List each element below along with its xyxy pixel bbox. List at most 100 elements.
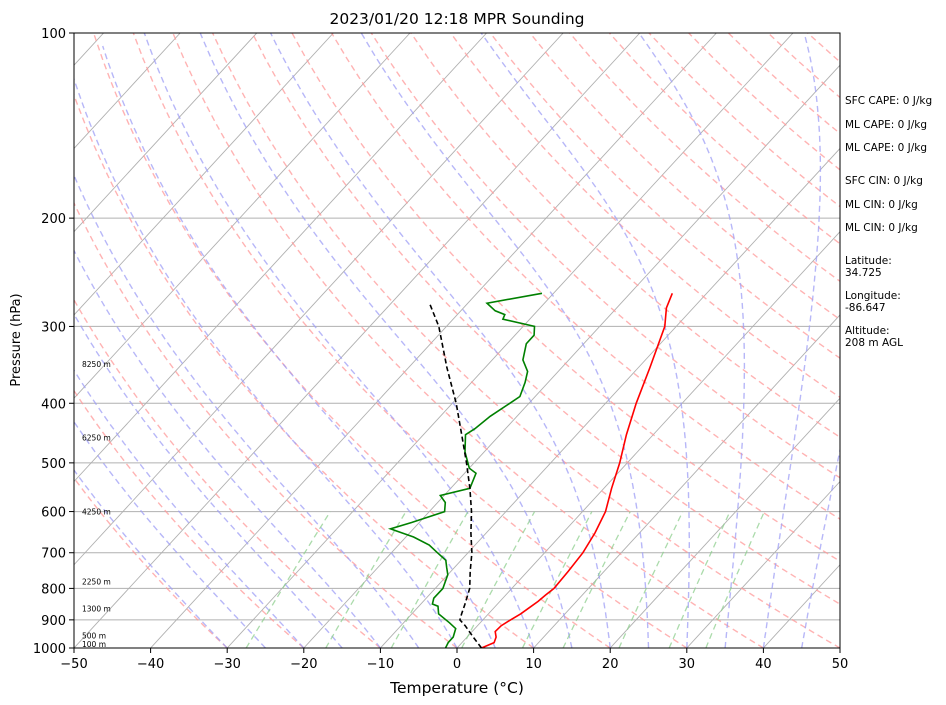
x-tick-label: 20	[602, 657, 619, 672]
altitude-label: 500 m	[82, 632, 106, 641]
dry-adiabat-line	[211, 33, 840, 648]
longitude-value: -86.647	[845, 302, 886, 314]
moist-adiabat-line	[801, 446, 840, 648]
x-tick-label: 50	[832, 657, 849, 672]
ml-cin-label: ML CIN: 0 J/kg	[845, 199, 918, 211]
x-tick-label: 40	[755, 657, 772, 672]
ml-cape-label: ML CAPE: 0 J/kg	[845, 119, 927, 131]
x-axis-label: Temperature (°C)	[389, 679, 524, 697]
x-tick-label: 10	[525, 657, 542, 672]
ml-cin-label-2: ML CIN: 0 J/kg	[845, 222, 918, 234]
moist-adiabat-line	[199, 33, 573, 648]
altitude-label: 100 m	[82, 640, 106, 649]
mixing-ratio-line	[461, 511, 536, 648]
mixing-ratio-line	[245, 511, 331, 648]
mixing-ratio-line	[668, 511, 731, 648]
plot-area	[74, 33, 840, 648]
isotherm-line	[226, 33, 794, 648]
moist-adiabat-line	[74, 468, 228, 648]
dry-adiabat-line	[74, 476, 228, 648]
altitude-label: Altitude:	[845, 325, 890, 337]
isotherm-line	[686, 480, 840, 648]
x-tick-label: −20	[290, 657, 317, 672]
moist-adiabat-line	[360, 33, 650, 648]
isotherm-line	[74, 33, 641, 648]
isotherm-line	[74, 33, 564, 566]
chart-title: 2023/01/20 12:18 MPR Sounding	[329, 10, 584, 28]
isotherm-line	[150, 33, 717, 648]
y-tick-label: 900	[41, 614, 66, 629]
latitude-value: 34.725	[845, 267, 882, 279]
dry-adiabat-line	[489, 33, 840, 360]
dry-adiabat-line	[92, 33, 611, 648]
plot-frame	[73, 32, 841, 649]
dry-adiabat-line	[370, 33, 840, 479]
dry-adiabat-line	[74, 298, 381, 648]
mixing-ratio-line	[390, 511, 469, 648]
x-tick-label: 30	[679, 657, 696, 672]
moist-adiabat-line	[74, 420, 266, 648]
moist-adiabat-line	[74, 369, 305, 648]
moist-adiabat-line	[143, 33, 535, 648]
moist-adiabat-line	[638, 33, 746, 648]
dry-adiabat-line	[410, 33, 840, 439]
dewpoint-profile-line	[387, 292, 543, 648]
longitude-label: Longitude:	[845, 290, 901, 302]
x-tick-label: −50	[60, 657, 87, 672]
x-tick-label: 0	[453, 657, 461, 672]
dry-adiabat-line	[330, 33, 840, 520]
ml-cape-label-2: ML CAPE: 0 J/kg	[845, 142, 927, 154]
dry-adiabat-line	[74, 389, 305, 648]
y-tick-label: 700	[41, 547, 66, 562]
isotherm-line	[74, 33, 334, 316]
sfc-cin-label: SFC CIN: 0 J/kg	[845, 175, 923, 187]
moist-adiabat-line	[480, 33, 690, 648]
temperature-profile-line	[481, 293, 674, 648]
altitude-label: 2250 m	[82, 578, 111, 587]
dry-adiabat-line	[172, 33, 764, 648]
y-tick-label: 300	[41, 320, 66, 335]
altitude-label: 1300 m	[82, 604, 111, 613]
y-tick-label: 1000	[33, 642, 66, 657]
isotherm-line	[74, 33, 487, 483]
mixing-ratio-line	[325, 511, 407, 648]
moist-adiabat-line	[269, 33, 611, 648]
mixing-ratio-line	[562, 511, 631, 648]
altitude-label: 8250 m	[82, 360, 111, 369]
dry-adiabat-line	[74, 201, 458, 648]
moist-adiabat-line	[74, 312, 343, 648]
dry-adiabat-line	[74, 92, 535, 648]
mixing-ratio-line	[705, 511, 765, 648]
moist-adiabat-line	[74, 173, 420, 648]
isotherm-line	[380, 147, 840, 648]
y-tick-label: 500	[41, 457, 66, 472]
isotherm-line	[456, 231, 840, 648]
dry-adiabat-line	[291, 33, 840, 563]
latitude-label: Latitude:	[845, 255, 892, 267]
y-tick-label: 100	[41, 27, 66, 42]
y-axis-label: Pressure (hPa)	[9, 293, 24, 386]
isotherm-line	[533, 314, 840, 648]
isotherm-line	[609, 397, 840, 648]
altitude-value: 208 m AGL	[845, 337, 903, 349]
moist-adiabat-line	[74, 249, 381, 648]
y-tick-label: 600	[41, 506, 66, 521]
isotherm-line	[74, 33, 258, 233]
x-tick-label: −40	[137, 657, 164, 672]
moist-adiabat-line	[74, 76, 458, 648]
sounding-parameters-panel: SFC CAPE: 0 J/kg ML CAPE: 0 J/kg ML CAPE…	[845, 95, 932, 349]
isotherm-line	[303, 64, 840, 648]
x-tick-label: −10	[367, 657, 394, 672]
sfc-cape-label: SFC CAPE: 0 J/kg	[845, 95, 932, 107]
isotherm-line	[74, 33, 181, 150]
mixing-ratio-line	[521, 511, 593, 648]
dry-adiabat-line	[450, 33, 840, 399]
y-tick-label: 800	[41, 582, 66, 597]
moist-adiabat-line	[762, 33, 822, 648]
x-tick-label: −30	[213, 657, 240, 672]
parcel-profile-line	[428, 302, 483, 648]
mixing-ratio-line	[618, 511, 684, 648]
y-tick-label: 200	[41, 212, 66, 227]
dry-adiabat-line	[251, 33, 840, 605]
